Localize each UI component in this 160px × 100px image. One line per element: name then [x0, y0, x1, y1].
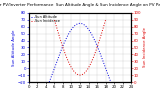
Text: Solar PV/Inverter Performance  Sun Altitude Angle & Sun Incidence Angle on PV Pa: Solar PV/Inverter Performance Sun Altitu…	[0, 3, 160, 7]
Legend: Sun Altitude, Sun Incidence: Sun Altitude, Sun Incidence	[31, 15, 60, 23]
Y-axis label: Sun Incidence Angle: Sun Incidence Angle	[143, 28, 147, 67]
Y-axis label: Sun Altitude Angle: Sun Altitude Angle	[12, 29, 16, 66]
